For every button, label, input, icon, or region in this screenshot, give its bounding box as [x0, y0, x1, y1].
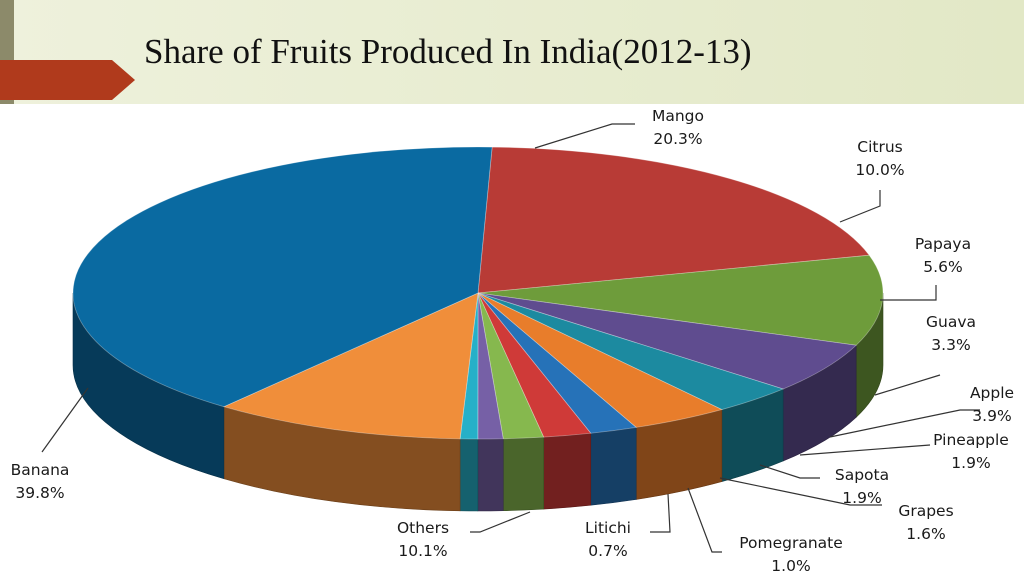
slice-label-citrus: Citrus: [857, 138, 902, 156]
slice-value-pineapple: 1.9%: [951, 454, 990, 472]
slice-label-pomegranate: Pomegranate: [739, 534, 843, 552]
title-bar: [0, 0, 1024, 104]
pie-slice-pomegranate: [477, 292, 504, 440]
slice-label-mango: Mango: [652, 107, 704, 125]
slice-value-others: 10.1%: [398, 542, 447, 560]
pie-side-walls: [72, 292, 884, 512]
slice-value-guava: 3.3%: [931, 336, 970, 354]
pie-wall-pomegranate: [477, 438, 504, 512]
slice-label-pineapple: Pineapple: [933, 431, 1009, 449]
pie-chart: Mango 20.3% Citrus 10.0% Papaya 5.6% Guava 3.3%…: [11, 107, 1014, 575]
pie-wall-litichi: [459, 438, 479, 512]
slice-value-citrus: 10.0%: [855, 161, 904, 179]
label-leader-lines: [41, 123, 980, 553]
slice-value-litichi: 0.7%: [588, 542, 627, 560]
slice-value-mango: 20.3%: [653, 130, 702, 148]
pie-slice-guava: [477, 292, 785, 410]
pie-slice-mango: [477, 146, 870, 294]
pie-wall-grapes: [502, 436, 544, 512]
slice-label-guava: Guava: [926, 313, 976, 331]
pie-slice-banana: [72, 146, 493, 408]
slice-label-grapes: Grapes: [898, 502, 953, 520]
leader-line-guava: [874, 374, 941, 396]
slice-label-others: Others: [397, 519, 449, 537]
leader-line-mango: [534, 123, 635, 149]
slice-value-grapes: 1.6%: [906, 525, 945, 543]
slice-value-papaya: 5.6%: [923, 258, 962, 276]
slice-value-apple: 3.9%: [972, 407, 1011, 425]
pie-slice-litichi: [459, 292, 479, 440]
leader-line-others: [470, 511, 531, 533]
slice-value-pomegranate: 1.0%: [771, 557, 810, 575]
leader-line-litichi: [650, 493, 671, 533]
pie-slice-citrus: [477, 254, 884, 346]
slice-label-apple: Apple: [970, 384, 1014, 402]
slice-label-papaya: Papaya: [915, 235, 971, 253]
slice-labels: Mango 20.3% Citrus 10.0% Papaya 5.6% Guava 3.3%…: [11, 107, 1014, 575]
pie-wall-pineapple: [590, 427, 637, 506]
slice-label-sapota: Sapota: [835, 466, 889, 484]
title-arrow-decoration: [0, 60, 135, 100]
leader-line-citrus: [839, 190, 881, 223]
pie-slice-pineapple: [477, 292, 638, 434]
pie-top-slices: [72, 146, 884, 440]
pie-slice-grapes: [477, 292, 545, 440]
slice-value-banana: 39.8%: [15, 484, 64, 502]
slice-label-litichi: Litichi: [585, 519, 631, 537]
pie-wall-sapota: [543, 432, 592, 510]
leader-line-apple: [829, 409, 980, 438]
pie-slice-sapota: [477, 292, 592, 438]
chart-title: Share of Fruits Produced In India(2012-1…: [144, 32, 752, 71]
leader-line-sapota: [759, 464, 820, 479]
leader-line-pineapple: [799, 444, 931, 456]
leader-line-grapes: [719, 477, 882, 506]
slice-value-sapota: 1.9%: [842, 489, 881, 507]
pie-slice-papaya: [477, 292, 858, 390]
pie-slice-apple: [477, 292, 723, 428]
leader-line-banana: [41, 387, 89, 453]
pie-slice-others: [222, 292, 479, 440]
slice-label-banana: Banana: [11, 461, 70, 479]
leader-line-pomegranate: [687, 487, 722, 553]
leader-line-papaya: [880, 285, 937, 301]
